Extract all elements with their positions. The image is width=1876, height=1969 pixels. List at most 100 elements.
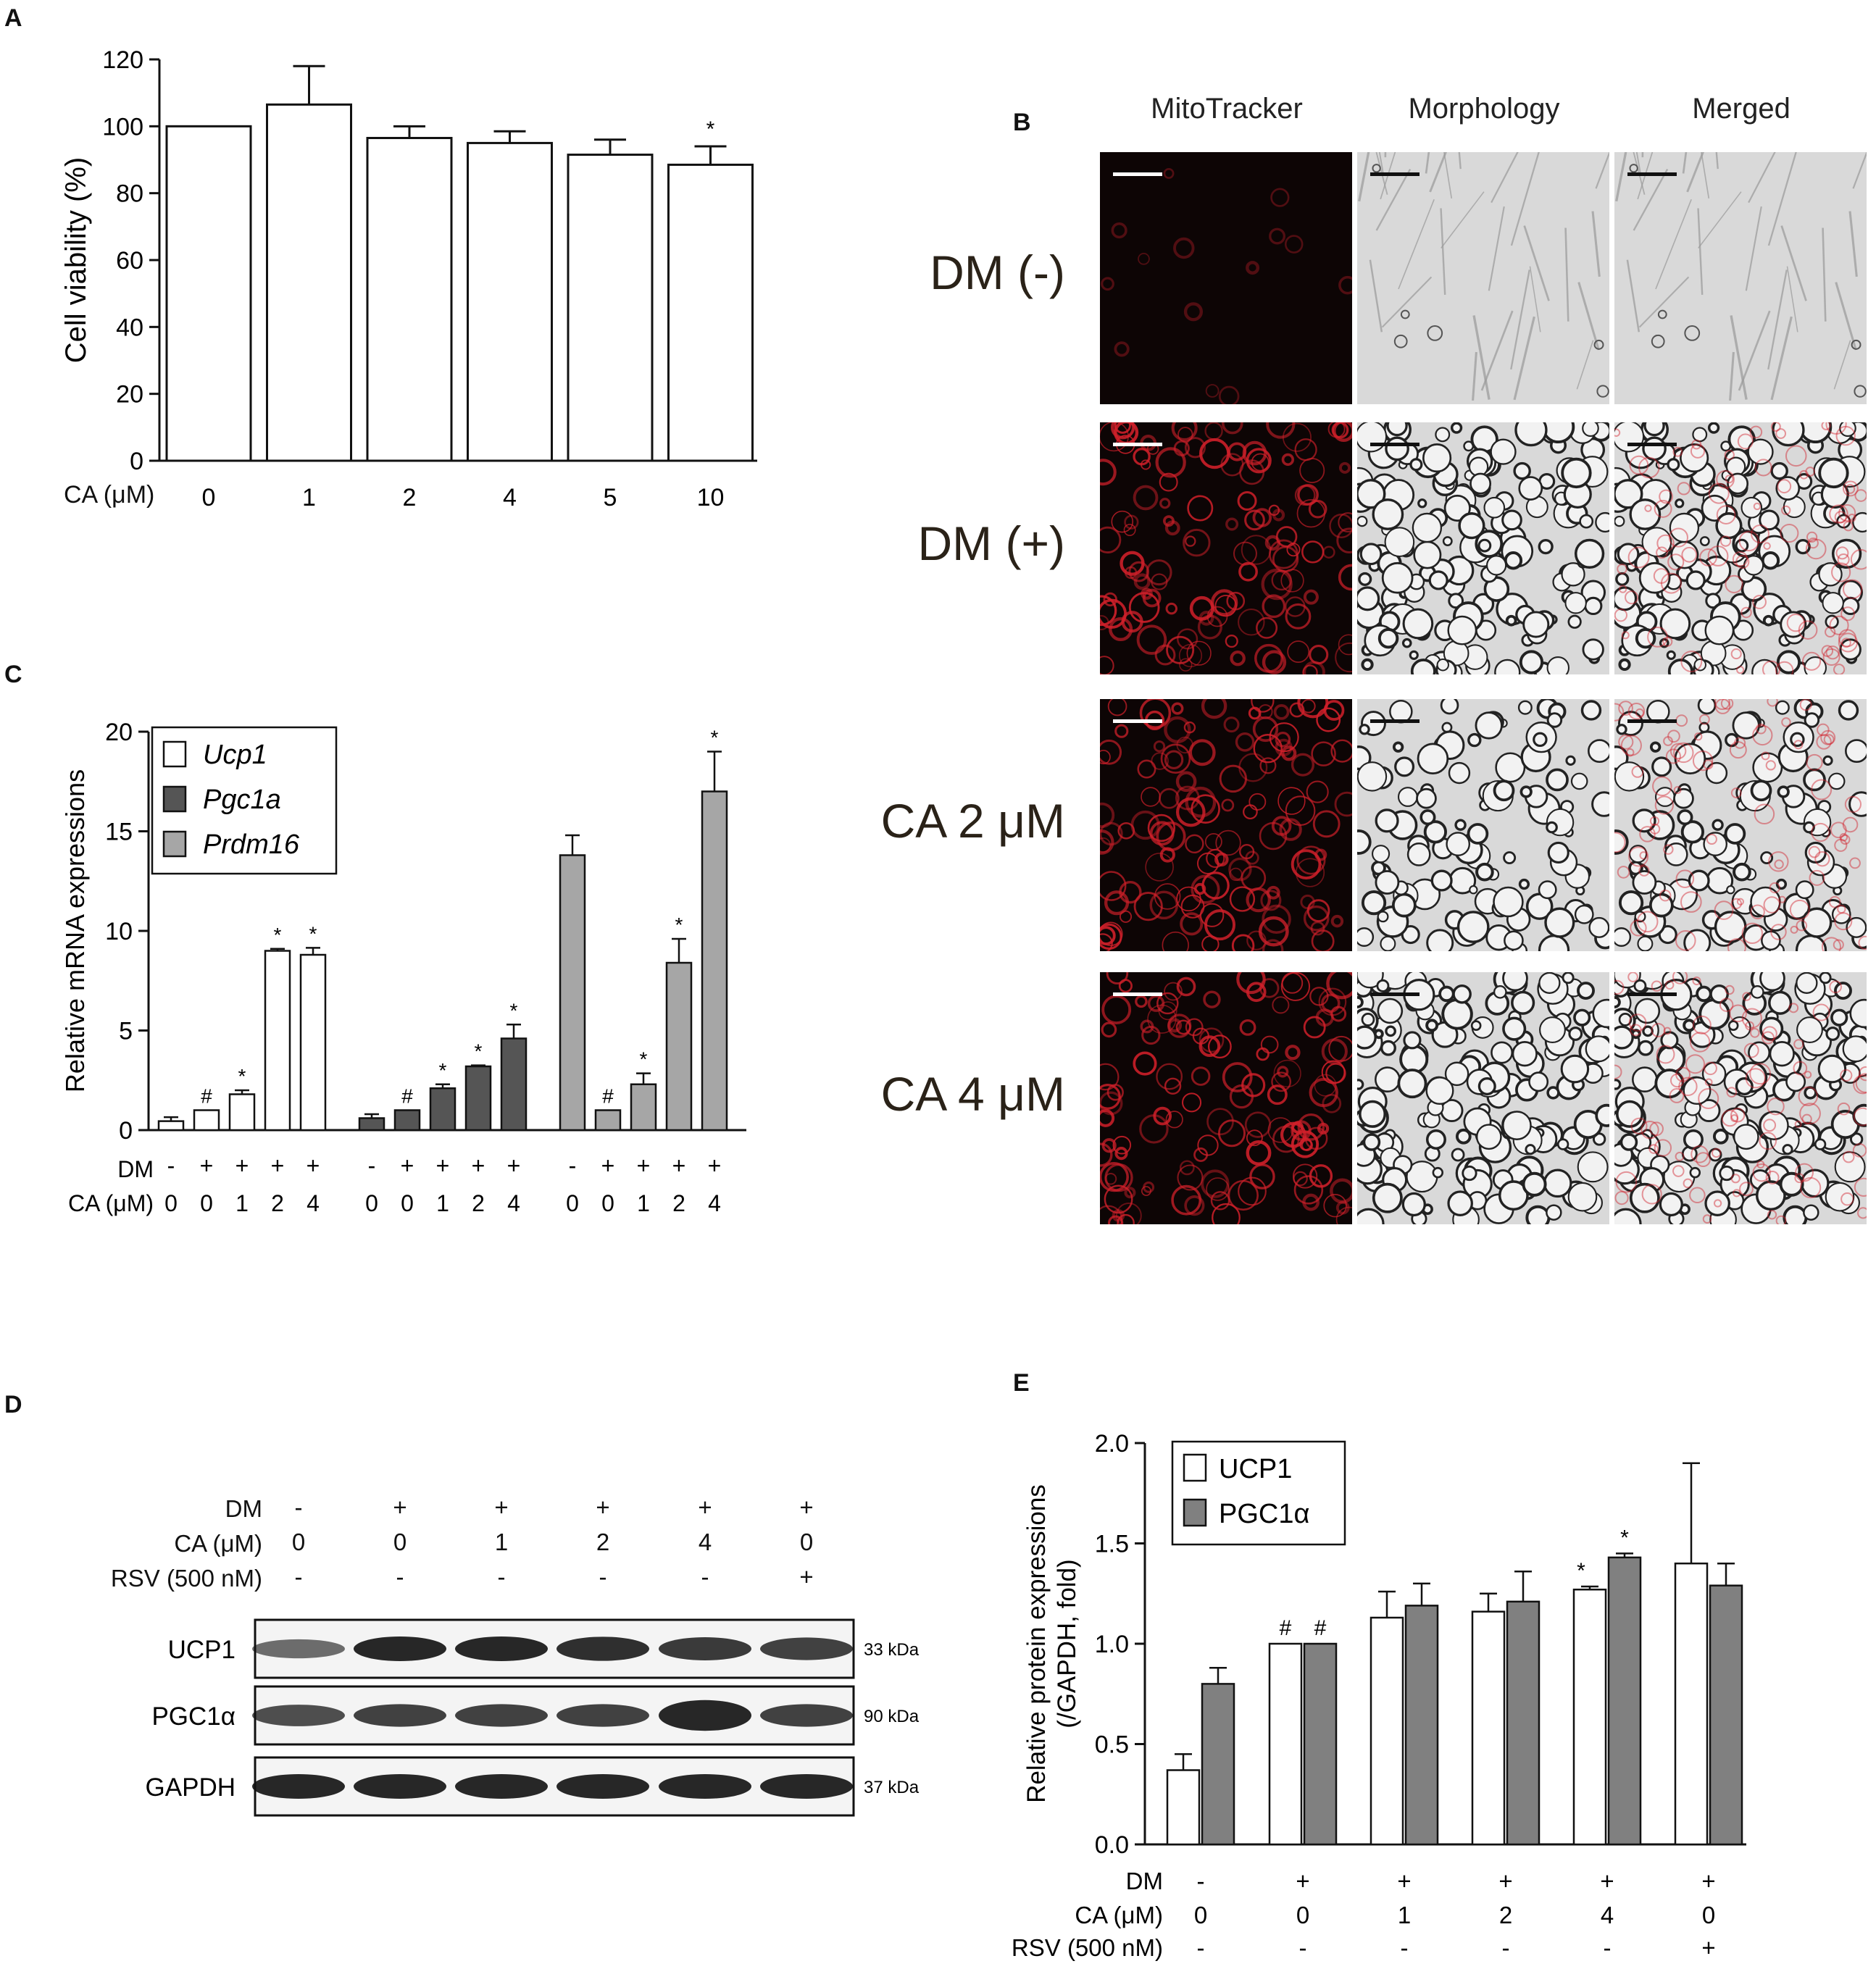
lipid-droplet bbox=[1747, 438, 1774, 465]
chart-e-dm-label: + bbox=[1600, 1868, 1614, 1894]
lipid-droplet bbox=[1637, 935, 1654, 951]
lipid-droplet bbox=[1632, 1066, 1658, 1093]
merge-overlay-spot bbox=[1631, 765, 1644, 778]
mito-spot bbox=[1258, 916, 1289, 947]
merge-overlay-spot bbox=[1852, 1143, 1867, 1158]
merge-overlay-spot bbox=[1793, 1061, 1808, 1076]
lipid-droplet bbox=[1546, 768, 1569, 792]
mito-spot bbox=[1164, 716, 1191, 744]
chart-e-dm-label: - bbox=[1197, 1868, 1205, 1894]
lipid-droplet bbox=[1412, 512, 1443, 543]
chart-e-bar bbox=[1404, 1605, 1439, 1846]
lipid-droplet bbox=[1683, 1129, 1704, 1150]
cell-fiber bbox=[1480, 310, 1514, 391]
merge-overlay-spot bbox=[1669, 743, 1687, 760]
lipid-droplet bbox=[1755, 1180, 1786, 1211]
chart-c-dm-label: - bbox=[569, 1153, 577, 1179]
mito-spot bbox=[1297, 484, 1319, 506]
mito-spot bbox=[1204, 832, 1222, 850]
lipid-droplet bbox=[1577, 982, 1595, 1000]
lipid-droplet bbox=[1616, 724, 1627, 735]
lipid-droplet bbox=[1403, 1031, 1422, 1050]
lipid-droplet bbox=[1493, 779, 1515, 802]
lipid-droplet bbox=[1693, 659, 1706, 672]
chart-e-legend-swatch bbox=[1183, 1453, 1207, 1482]
lipid-droplet bbox=[1796, 972, 1818, 994]
lipid-droplet bbox=[1750, 886, 1781, 918]
mito-spot bbox=[1160, 743, 1191, 774]
mito-spot bbox=[1241, 1073, 1266, 1098]
mito-spot bbox=[1118, 979, 1133, 993]
mito-spot bbox=[1113, 422, 1135, 438]
lipid-droplet bbox=[1615, 1100, 1644, 1128]
lipid-droplet bbox=[1358, 572, 1372, 586]
lipid-droplet bbox=[1692, 427, 1708, 443]
lipid-droplet bbox=[1580, 700, 1602, 721]
mito-spot bbox=[1100, 615, 1109, 631]
lipid-droplet bbox=[1697, 699, 1717, 715]
lipid-droplet bbox=[1704, 615, 1735, 645]
merge-overlay-spot bbox=[1838, 504, 1856, 522]
chart-c-ca-label: 4 bbox=[507, 1190, 520, 1216]
lipid-droplet bbox=[1750, 985, 1764, 999]
cell-fiber bbox=[1701, 152, 1710, 199]
lipid-droplet bbox=[1470, 1020, 1482, 1032]
mito-spot bbox=[1325, 1063, 1346, 1084]
merge-overlay-spot bbox=[1630, 919, 1647, 937]
blot-band bbox=[760, 1637, 853, 1660]
merge-overlay-spot bbox=[1628, 846, 1649, 867]
merge-overlay-spot bbox=[1857, 1207, 1867, 1219]
lipid-droplet bbox=[1561, 562, 1585, 587]
lipid-droplet bbox=[1588, 739, 1609, 764]
lipid-droplet bbox=[1659, 637, 1669, 648]
merge-overlay-spot bbox=[1738, 530, 1759, 552]
merge-overlay-spot bbox=[1778, 895, 1786, 903]
merge-overlay-spot bbox=[1638, 865, 1650, 877]
lipid-droplet bbox=[1462, 1165, 1477, 1182]
lipid-droplet bbox=[1359, 543, 1383, 566]
merge-overlay-spot bbox=[1842, 1150, 1855, 1163]
chart-a-ytick-label: 60 bbox=[116, 247, 143, 275]
lipid-droplet bbox=[1357, 972, 1384, 989]
micrograph-morph-4 bbox=[1357, 972, 1609, 1224]
merge-overlay-spot bbox=[1707, 545, 1729, 567]
scale-bar bbox=[1113, 172, 1162, 176]
merge-overlay-spot bbox=[1799, 699, 1812, 711]
cell-fiber bbox=[1698, 191, 1742, 248]
lipid-droplet bbox=[1409, 650, 1419, 660]
lipid-droplet bbox=[1852, 1103, 1867, 1127]
merge-overlay-spot bbox=[1675, 1151, 1685, 1161]
cell-body bbox=[1684, 325, 1701, 341]
lipid-droplet bbox=[1410, 659, 1436, 674]
chart-c-ca-label: 1 bbox=[436, 1190, 449, 1216]
merge-overlay-spot bbox=[1762, 1026, 1777, 1042]
blot-row-label-rsv: RSV (500 nM) bbox=[110, 1565, 262, 1592]
cell-fiber bbox=[1738, 310, 1771, 391]
cell-fiber bbox=[1369, 259, 1383, 333]
blot-lane-rsv-label: + bbox=[799, 1563, 814, 1590]
scale-bar bbox=[1370, 719, 1419, 723]
lipid-droplet bbox=[1845, 739, 1867, 764]
chart-c-legend-swatch bbox=[162, 785, 187, 813]
mito-spot bbox=[1101, 1021, 1117, 1038]
merge-overlay-spot bbox=[1639, 851, 1648, 860]
cell-fiber bbox=[1564, 227, 1569, 322]
lipid-droplet bbox=[1817, 1054, 1847, 1084]
lipid-droplet bbox=[1660, 1031, 1679, 1050]
merge-overlay-spot bbox=[1725, 984, 1735, 995]
lipid-droplet bbox=[1568, 1027, 1583, 1041]
merge-overlay-spot bbox=[1716, 470, 1735, 489]
lipid-droplet bbox=[1727, 1020, 1739, 1032]
merge-overlay-spot bbox=[1692, 976, 1701, 986]
lipid-droplet bbox=[1417, 743, 1449, 775]
lipid-droplet bbox=[1422, 443, 1452, 473]
blot-size-label: 37 kDa bbox=[864, 1778, 920, 1797]
chart-a-category-label: 1 bbox=[302, 484, 316, 511]
mito-spot bbox=[1155, 447, 1186, 478]
mito-spot bbox=[1245, 850, 1259, 865]
merge-overlay-spot bbox=[1664, 980, 1675, 990]
lipid-droplet bbox=[1522, 611, 1550, 638]
micrograph-texture bbox=[1614, 422, 1867, 674]
lipid-droplet bbox=[1782, 1144, 1793, 1155]
lipid-droplet bbox=[1544, 907, 1575, 938]
